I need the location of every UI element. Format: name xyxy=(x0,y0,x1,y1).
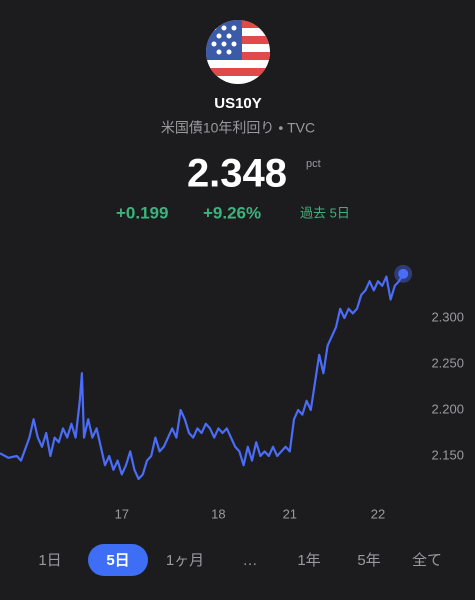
chart: 2.150 2.200 2.250 2.300 17 18 21 22 xyxy=(0,264,464,521)
unit: pct xyxy=(306,158,321,170)
flag-icon xyxy=(206,20,270,84)
y-tick-label: 2.250 xyxy=(431,355,464,370)
range-tab[interactable]: 1年 xyxy=(297,552,320,569)
change-percent: +9.26% xyxy=(203,203,261,222)
range-tab[interactable]: … xyxy=(243,552,258,569)
price: 2.348 xyxy=(187,152,287,196)
price-line xyxy=(0,273,405,481)
change: +0.199 xyxy=(116,203,168,222)
x-tick-label: 22 xyxy=(371,506,385,521)
x-tick-label: 18 xyxy=(211,506,225,521)
instrument-name: 米国債10年利回り • TVC xyxy=(161,120,315,136)
x-tick-label: 17 xyxy=(115,506,129,521)
y-tick-label: 2.300 xyxy=(431,309,464,324)
range-tabs: 1日 5日 1ヶ月 … 1年 5年 全て xyxy=(38,544,442,576)
period: 過去 5日 xyxy=(300,205,350,220)
range-tab[interactable]: 5年 xyxy=(357,552,380,569)
y-tick-label: 2.200 xyxy=(431,401,464,416)
symbol: US10Y xyxy=(214,95,262,112)
last-point xyxy=(398,268,409,279)
range-tab[interactable]: 5日 xyxy=(106,552,129,569)
range-tab[interactable]: 全て xyxy=(412,551,442,569)
range-tab[interactable]: 1ヶ月 xyxy=(166,552,204,569)
x-tick-label: 21 xyxy=(283,506,297,521)
y-tick-label: 2.150 xyxy=(431,447,464,462)
range-tab[interactable]: 1日 xyxy=(38,552,61,569)
selected-tab-pill xyxy=(88,544,148,576)
